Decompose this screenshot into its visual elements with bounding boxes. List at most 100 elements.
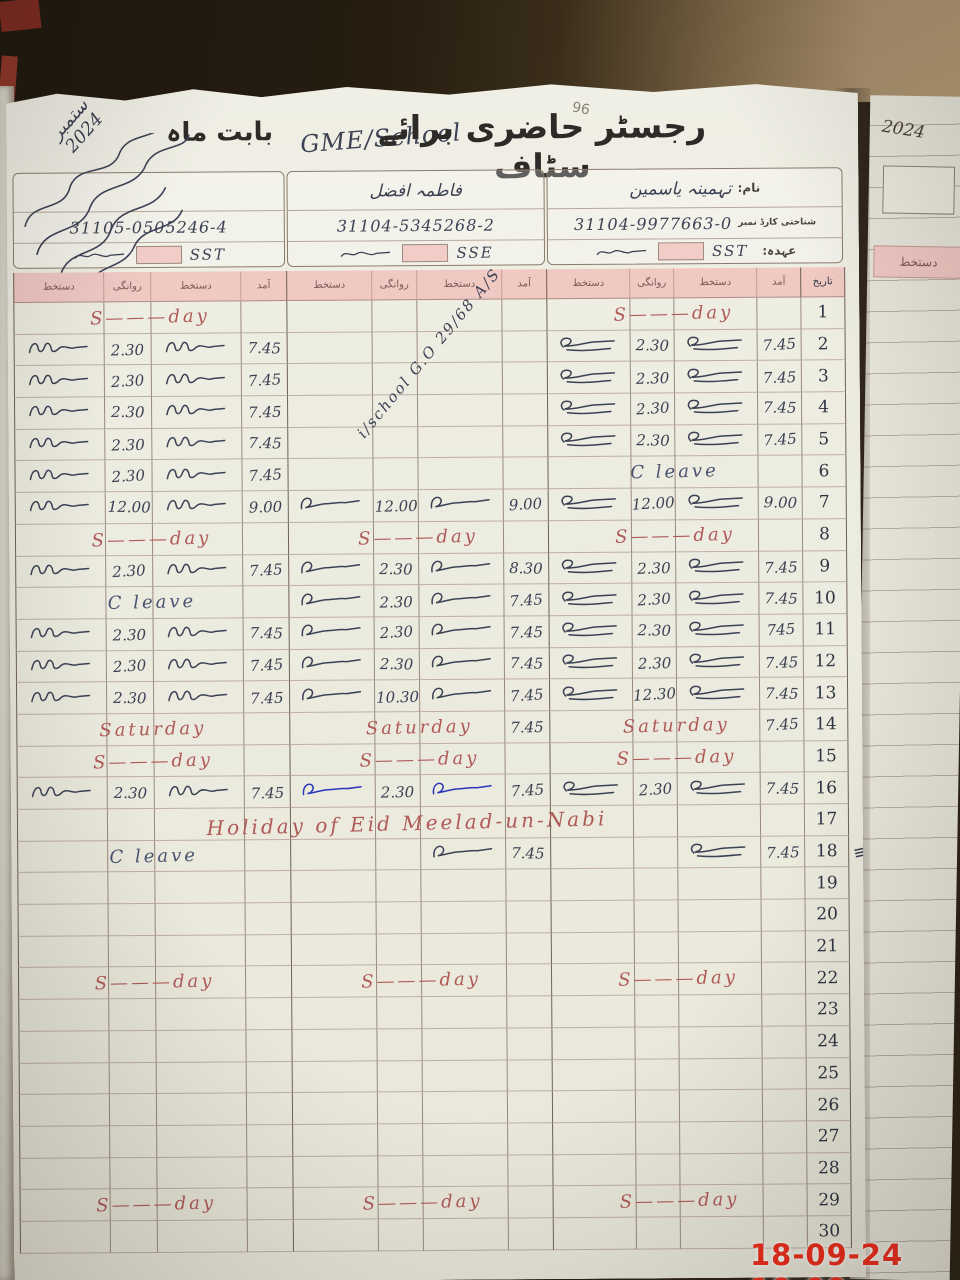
cell-signature [678,995,761,1027]
next-page-signature-header: دستخط [873,245,960,279]
attendance-row: 2.30 7.45 2.30 7.45 2.30 7.45 16 [17,772,849,809]
cell-departure-time: 2.30 [105,555,152,587]
cell-departure-time [107,872,154,904]
cell-signature [553,1218,636,1250]
cell-departure-time [105,524,152,556]
cell-arrival-time [505,806,550,838]
signature [557,492,623,516]
cell-departure-time: 2.30 [104,334,151,366]
cell-departure-time [109,1094,156,1126]
cell-arrival-time [761,931,805,963]
cell-arrival-time [761,1026,805,1058]
cell-signature [679,1058,762,1090]
cell-signature [18,999,108,1031]
cell-arrival-time: 7.45 [503,584,548,616]
cell-signature [551,996,634,1028]
signature [429,683,495,707]
staff3-cnic: 31104-9977663-0 [573,213,733,234]
cell-signature [421,933,506,965]
cell-arrival-time [246,1062,292,1094]
cell-departure-time [634,932,678,964]
signature [556,334,622,358]
signature [683,365,749,389]
cell-departure-time [635,1154,679,1186]
cell-signature [151,460,241,492]
cell-signature [19,1158,109,1190]
departure-time: 2.30 [112,656,148,677]
cell-departure-time: 2.30 [106,651,153,683]
cell-departure-time [634,1027,678,1059]
arrival-time: 7.45 [249,655,284,676]
camera-timestamp: 18-09-24 10:00 [750,1238,904,1280]
cell-signature [553,1186,636,1218]
departure-time: 2.30 [638,779,673,800]
cell-departure-time [372,364,417,396]
cell-signature [155,935,245,967]
cell-signature [676,741,759,773]
cell-signature [155,967,245,999]
cell-signature [289,712,374,744]
cell-departure-time [376,902,421,934]
cell-signature [152,555,242,587]
cell-departure-time [633,805,677,837]
cell-arrival-time [246,1093,292,1125]
cell-signature [154,840,244,872]
departure-time: 2.30 [113,783,148,803]
attendance-row: 2.30 7.45 6 C leave [14,456,846,493]
header-signature: دستخط [150,271,240,302]
cell-departure-time [377,1092,422,1124]
cursive-squiggle [338,245,394,261]
signature [428,556,494,580]
arrival-time: 7.45 [764,653,799,672]
cell-date: 8 [802,519,847,551]
cell-arrival-time [506,901,551,933]
signature [165,622,231,646]
next-page-empty-box [882,165,956,215]
cell-signature [290,839,375,871]
cell-date: 27 [806,1121,851,1153]
cell-signature [420,870,505,902]
cell-arrival-time: 7.45 [757,329,801,361]
cell-departure-time [109,1158,156,1190]
cell-signature [287,396,372,428]
cell-departure-time [109,1126,156,1158]
cell-date: 12 [803,646,848,678]
cell-departure-time [108,999,155,1031]
staff-block-1: 31105-0505246-4 SST [12,171,284,269]
signature [165,653,231,677]
cell-signature [153,713,243,745]
cell-arrival-time [762,1090,806,1122]
cell-signature [17,873,107,905]
cell-date: 1 [800,297,845,329]
header-signature: دستخط [13,272,103,303]
cell-date: 7 [802,487,847,519]
signature [164,463,230,487]
cell-arrival-time: 7.45 [760,836,804,868]
cell-signature [551,964,634,996]
cell-signature [420,838,505,870]
cell-signature [673,298,756,330]
cell-departure-time [372,427,417,459]
cell-departure-time: 2.30 [633,774,677,806]
arrival-time: 7.45 [509,589,544,610]
designation-stamp-box [136,246,182,264]
cell-departure-time [629,298,673,330]
departure-time: 10.30 [375,687,419,707]
cell-arrival-time [506,1028,551,1060]
departure-time: 2.30 [636,589,672,609]
cell-arrival-time [507,1123,552,1155]
attendance-row: 2.30 7.45 2.30 7.45 2.30 7.45 12 [16,646,848,683]
cell-signature [677,836,760,868]
cell-arrival-time [506,996,551,1028]
arrival-time: 9.00 [763,493,798,513]
cell-arrival-time [762,1153,806,1185]
arrival-time: 7.45 [249,688,284,708]
signature [28,654,94,678]
cell-arrival-time [244,808,290,840]
cell-arrival-time [245,998,291,1030]
cell-departure-time: 2.30 [106,619,153,651]
cell-signature [291,934,376,966]
header-signature: دستخط [286,270,371,301]
cell-signature [157,1220,247,1252]
cell-signature [675,583,758,615]
